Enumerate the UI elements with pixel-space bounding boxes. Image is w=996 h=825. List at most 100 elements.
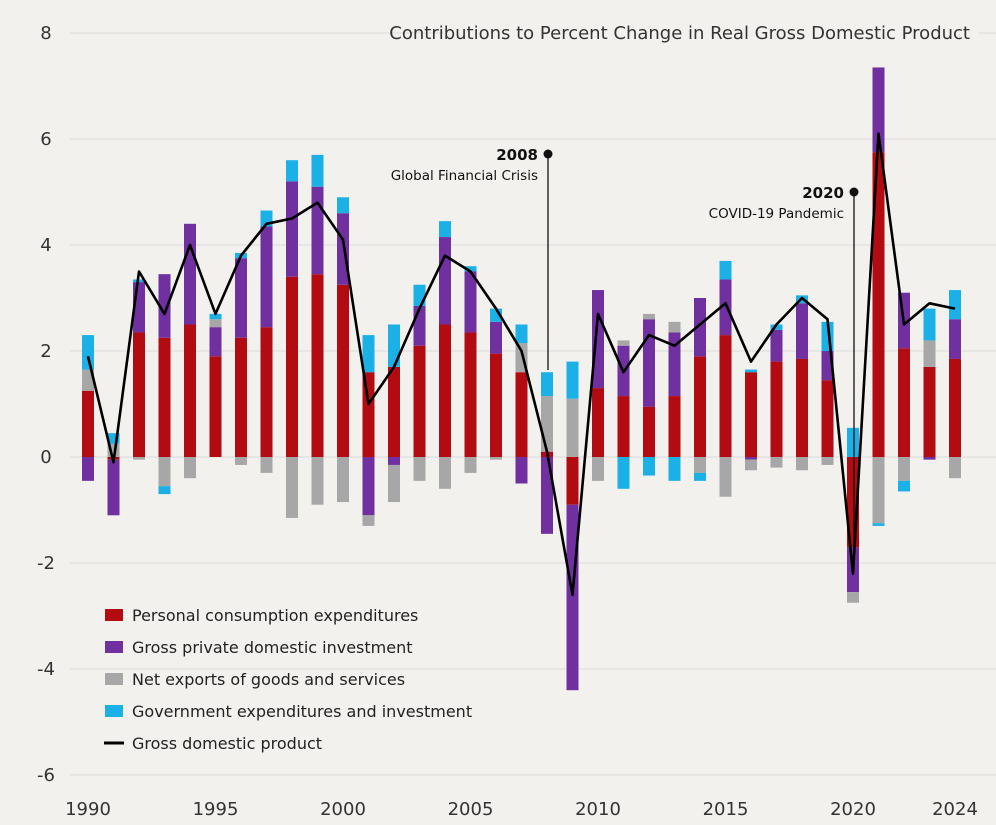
bar-segment [133,332,145,457]
bar-segment [439,237,451,325]
bar-segment [719,260,732,280]
gdp-line-path [86,132,956,597]
x-tick-label: 2005 [448,799,494,820]
bar-segment [949,457,961,479]
bar-segment [464,271,477,333]
bar-segment [82,335,94,370]
bar-segment [158,337,171,457]
x-tick-label: 1995 [193,799,239,820]
bar-segment [82,369,94,391]
annotation-dot [543,149,553,159]
x-tick-label: 2024 [932,799,978,820]
bar-segment [286,457,298,518]
bar-segment [770,329,783,362]
bar-segment [898,457,910,481]
bar-segment [949,358,961,457]
bar-segment [745,459,757,471]
x-axis-ticks: 1990 1995 2000 2005 2010 2015 2020 2024 [65,799,978,820]
bar-segment [668,396,681,457]
bar-segment [796,358,808,457]
bar-segment [617,396,630,457]
bar-segment [898,480,910,492]
bar-segment [566,457,579,505]
bar-segment [439,324,451,457]
bar-segment [592,388,604,457]
bar-segment [209,356,222,457]
bar-segment [260,226,273,328]
bar-segment [286,276,298,457]
bar-segment [362,515,375,526]
legend-swatch [105,705,123,717]
bar-segment [872,523,885,526]
bar-segment [337,284,349,457]
bar-segment [490,457,502,460]
bar-segment [286,160,298,182]
bar-segment [541,457,553,534]
bar-segment [388,366,400,457]
annotation-label: COVID-19 Pandemic [709,206,844,222]
bar-segment [388,324,400,367]
bar-segment [643,457,655,476]
bars [82,67,961,691]
y-tick-label: 0 [40,447,51,468]
bar-segment [770,457,783,468]
bar-segment [923,366,936,457]
bar-segment [872,152,885,457]
bar-segment [694,457,706,473]
bar-segment [770,361,783,457]
bar-segment [107,459,120,516]
chart-title: Contributions to Percent Change in Real … [389,23,970,44]
bar-segment [413,345,426,457]
bar-segment [719,335,732,457]
y-tick-label: -2 [37,553,55,574]
bar-segment [311,186,324,275]
legend-label: Government expenditures and investment [132,702,472,721]
bar-segment [745,369,757,373]
bar-segment [184,324,196,457]
bar-segment [643,313,655,320]
legend-label: Gross private domestic investment [132,638,413,657]
legend-label: Gross domestic product [132,734,322,753]
title-background [444,14,979,50]
bar-segment [796,457,808,471]
bar-segment [745,372,757,457]
bar-segment [82,457,94,481]
y-tick-label: 4 [40,235,51,256]
annotation-label: Global Financial Crisis [391,168,538,184]
bar-segment [668,321,681,333]
bar-segment [337,197,349,214]
bar-segment [923,308,936,341]
bar-segment [719,279,732,336]
bar-segment [643,406,655,457]
bar-segment [413,457,426,481]
y-tick-label: -6 [37,765,55,786]
bar-segment [235,337,247,457]
bar-segment [515,457,528,484]
bar-segment [745,457,757,460]
annotation-year: 2008 [496,146,538,164]
bar-segment [541,372,553,397]
bar-segment [439,457,451,489]
bar-segment [490,353,502,457]
bar-segment [337,457,349,503]
x-tick-label: 1990 [65,799,111,820]
legend: Personal consumption expenditures Gross p… [104,606,472,753]
bar-segment [209,313,222,320]
bar-segment [949,319,961,359]
bar-segment [847,427,859,457]
bar-segment [158,457,171,487]
bar-segment [286,181,298,277]
bar-segment [617,457,630,489]
bar-segment [515,372,528,457]
bar-segment [796,303,808,359]
bar-segment [592,457,604,481]
bar-segment [133,457,145,460]
bar-segment [898,348,910,457]
y-tick-label: 6 [40,129,51,150]
bar-segment [719,457,732,497]
bar-segment [235,258,247,338]
bar-segment [158,486,171,495]
bar-segment [311,154,324,187]
bar-segment [209,319,222,328]
bar-segment [107,433,120,444]
